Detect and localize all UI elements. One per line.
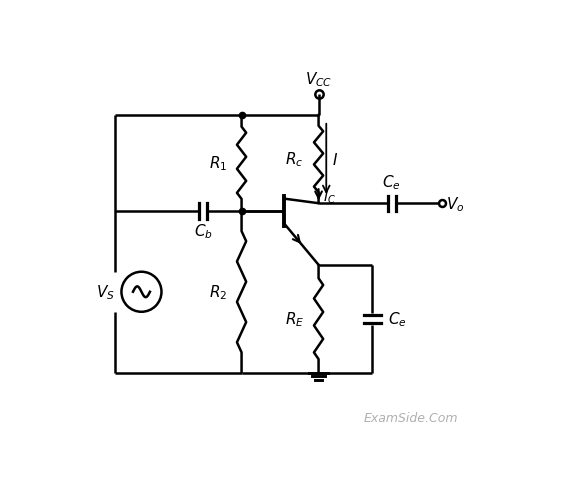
Text: $C_b$: $C_b$ — [194, 222, 212, 241]
Text: $R_1$: $R_1$ — [209, 154, 228, 173]
Text: $C_e$: $C_e$ — [388, 310, 406, 328]
Text: $V_o$: $V_o$ — [447, 194, 465, 213]
Text: $V_{CC}$: $V_{CC}$ — [305, 71, 332, 89]
Text: $I$: $I$ — [332, 152, 338, 167]
Text: $R_c$: $R_c$ — [285, 150, 303, 169]
Text: $I_C$: $I_C$ — [323, 189, 336, 206]
Text: $C_e$: $C_e$ — [383, 173, 401, 191]
Text: ExamSide.Com: ExamSide.Com — [364, 411, 458, 424]
Text: $V_S$: $V_S$ — [96, 283, 115, 302]
Text: $R_E$: $R_E$ — [285, 310, 305, 328]
Text: $R_2$: $R_2$ — [209, 283, 228, 302]
